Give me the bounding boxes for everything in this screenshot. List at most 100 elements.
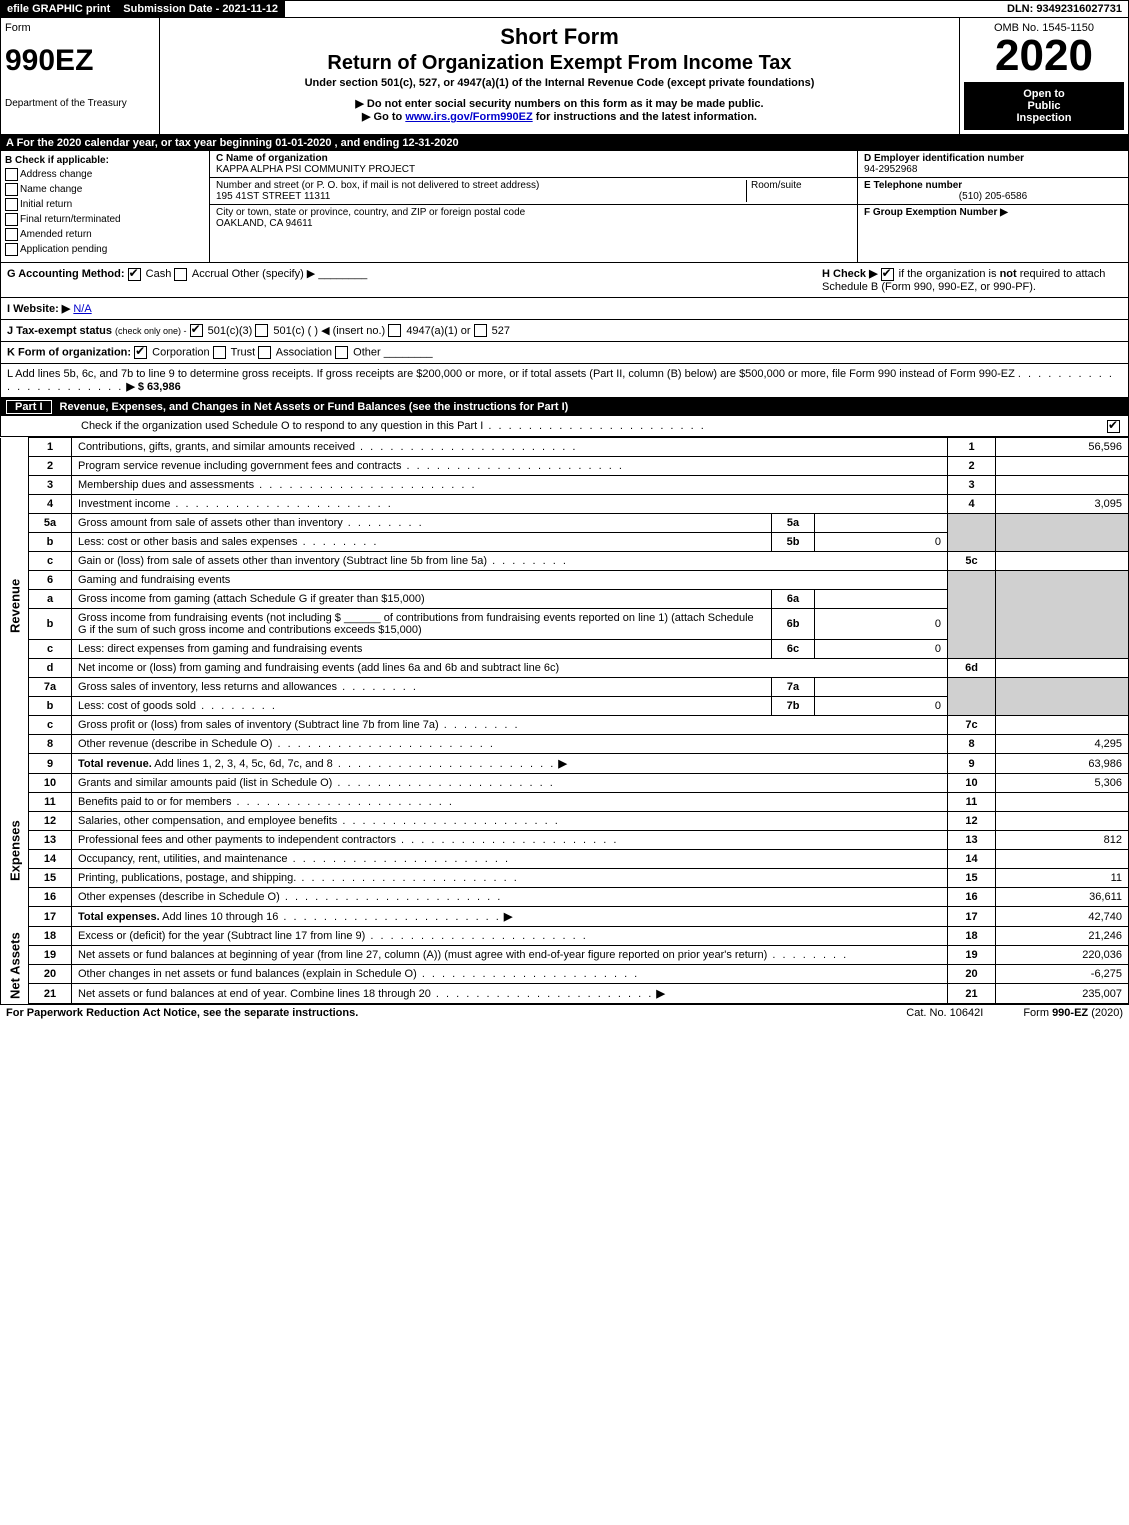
amt-15: 11 <box>996 869 1129 888</box>
ein-label: D Employer identification number <box>864 153 1122 164</box>
val-6c: 0 <box>815 640 948 659</box>
chk-address-change[interactable]: Address change <box>5 168 205 181</box>
amt-20: -6,275 <box>996 965 1129 984</box>
chk-other-org[interactable] <box>335 346 348 359</box>
amt-4: 3,095 <box>996 495 1129 514</box>
cat-number: Cat. No. 10642I <box>906 1007 983 1019</box>
section-c: C Name of organization KAPPA ALPHA PSI C… <box>210 151 857 262</box>
val-7a <box>815 678 948 697</box>
expenses-sidebar: Expenses <box>1 774 29 927</box>
part1-label: Part I <box>6 400 52 414</box>
goto-instructions: ▶ Go to www.irs.gov/Form990EZ for instru… <box>164 110 955 123</box>
chk-amended[interactable]: Amended return <box>5 228 205 241</box>
efile-label[interactable]: efile GRAPHIC print <box>1 1 117 17</box>
chk-cash[interactable] <box>128 268 141 281</box>
subtitle: Under section 501(c), 527, or 4947(a)(1)… <box>164 77 955 89</box>
gross-receipts-amount: ▶ $ 63,986 <box>126 381 180 393</box>
amt-7c <box>996 716 1129 735</box>
tax-period-bar: A For the 2020 calendar year, or tax yea… <box>0 135 1129 151</box>
amt-8: 4,295 <box>996 735 1129 754</box>
part1-check-row: Check if the organization used Schedule … <box>0 416 1129 437</box>
revenue-sidebar: Revenue <box>1 438 29 774</box>
amt-17: 42,740 <box>996 907 1129 927</box>
chk-schedule-b[interactable] <box>881 268 894 281</box>
chk-assoc[interactable] <box>258 346 271 359</box>
header-right-block: OMB No. 1545-1150 2020 Open to Public In… <box>959 18 1128 134</box>
row-l: L Add lines 5b, 6c, and 7b to line 9 to … <box>0 364 1129 398</box>
city-label: City or town, state or province, country… <box>216 207 851 218</box>
form-number: 990EZ <box>5 44 155 78</box>
tel-label: E Telephone number <box>864 180 1122 191</box>
chk-final-return[interactable]: Final return/terminated <box>5 213 205 226</box>
row-i: I Website: ▶ N/A <box>0 298 1129 320</box>
chk-name-change[interactable]: Name change <box>5 183 205 196</box>
val-5a <box>815 514 948 533</box>
ssn-warning: ▶ Do not enter social security numbers o… <box>164 97 955 110</box>
org-name: KAPPA ALPHA PSI COMMUNITY PROJECT <box>216 164 851 175</box>
form-footer-id: Form 990-EZ (2020) <box>1023 1007 1123 1019</box>
amt-19: 220,036 <box>996 946 1129 965</box>
row-k: K Form of organization: Corporation Trus… <box>0 342 1129 364</box>
part1-table: Revenue 1 Contributions, gifts, grants, … <box>0 437 1129 1004</box>
amt-11 <box>996 793 1129 812</box>
val-5b: 0 <box>815 533 948 552</box>
main-title: Return of Organization Exempt From Incom… <box>164 52 955 75</box>
chk-app-pending[interactable]: Application pending <box>5 243 205 256</box>
open-line3: Inspection <box>966 112 1122 124</box>
submission-date: Submission Date - 2021-11-12 <box>117 1 285 17</box>
goto-prefix: ▶ Go to <box>362 111 405 123</box>
dept-treasury: Department of the Treasury <box>5 98 155 109</box>
addr-label: Number and street (or P. O. box, if mail… <box>216 180 746 191</box>
entity-info-grid: B Check if applicable: Address change Na… <box>0 151 1129 263</box>
page-footer: For Paperwork Reduction Act Notice, see … <box>0 1004 1129 1021</box>
chk-initial-return[interactable]: Initial return <box>5 198 205 211</box>
amt-10: 5,306 <box>996 774 1129 793</box>
form-title-block: Short Form Return of Organization Exempt… <box>160 18 959 134</box>
row-j: J Tax-exempt status (check only one) - 5… <box>0 320 1129 343</box>
dln: DLN: 93492316027731 <box>1001 1 1128 17</box>
section-b-title: B Check if applicable: <box>5 155 205 166</box>
chk-527[interactable] <box>474 324 487 337</box>
section-b: B Check if applicable: Address change Na… <box>1 151 210 262</box>
chk-corp[interactable] <box>134 346 147 359</box>
amt-18: 21,246 <box>996 927 1129 946</box>
open-public-badge: Open to Public Inspection <box>964 82 1124 130</box>
form-header: Form 990EZ Department of the Treasury Sh… <box>0 18 1129 135</box>
chk-501c3[interactable] <box>190 324 203 337</box>
amt-3 <box>996 476 1129 495</box>
amt-5c <box>996 552 1129 571</box>
chk-accrual[interactable] <box>174 268 187 281</box>
chk-4947[interactable] <box>388 324 401 337</box>
amt-12 <box>996 812 1129 831</box>
website-value[interactable]: N/A <box>73 303 91 315</box>
goto-suffix: for instructions and the latest informat… <box>536 111 757 123</box>
chk-501c[interactable] <box>255 324 268 337</box>
short-form-title: Short Form <box>164 24 955 50</box>
top-bar: efile GRAPHIC print Submission Date - 20… <box>0 0 1129 18</box>
val-7b: 0 <box>815 697 948 716</box>
form-word: Form <box>5 22 155 34</box>
tel-value: (510) 205-6586 <box>864 191 1122 202</box>
amt-6d <box>996 659 1129 678</box>
paperwork-notice: For Paperwork Reduction Act Notice, see … <box>6 1007 358 1019</box>
val-6b: 0 <box>815 609 948 640</box>
group-exemption-label: F Group Exemption Number ▶ <box>864 207 1122 218</box>
amt-9: 63,986 <box>996 754 1129 774</box>
tax-year: 2020 <box>964 34 1124 78</box>
amt-21: 235,007 <box>996 984 1129 1004</box>
amt-16: 36,611 <box>996 888 1129 907</box>
instructions-link[interactable]: www.irs.gov/Form990EZ <box>405 111 532 123</box>
chk-schedule-o[interactable] <box>1107 420 1120 433</box>
val-6a <box>815 590 948 609</box>
section-def: D Employer identification number 94-2952… <box>857 151 1128 262</box>
room-suite-label: Room/suite <box>746 180 851 202</box>
amt-13: 812 <box>996 831 1129 850</box>
chk-trust[interactable] <box>213 346 226 359</box>
row-g-h: G Accounting Method: Cash Accrual Other … <box>0 263 1129 298</box>
open-line1: Open to <box>966 88 1122 100</box>
amt-2 <box>996 457 1129 476</box>
amt-1: 56,596 <box>996 438 1129 457</box>
accounting-method: G Accounting Method: Cash Accrual Other … <box>7 267 367 293</box>
amt-14 <box>996 850 1129 869</box>
part1-title: Revenue, Expenses, and Changes in Net As… <box>60 401 569 413</box>
